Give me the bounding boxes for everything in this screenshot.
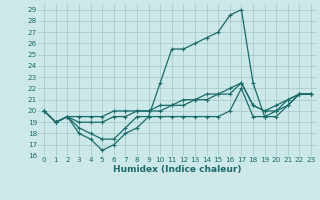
X-axis label: Humidex (Indice chaleur): Humidex (Indice chaleur) [113, 165, 242, 174]
